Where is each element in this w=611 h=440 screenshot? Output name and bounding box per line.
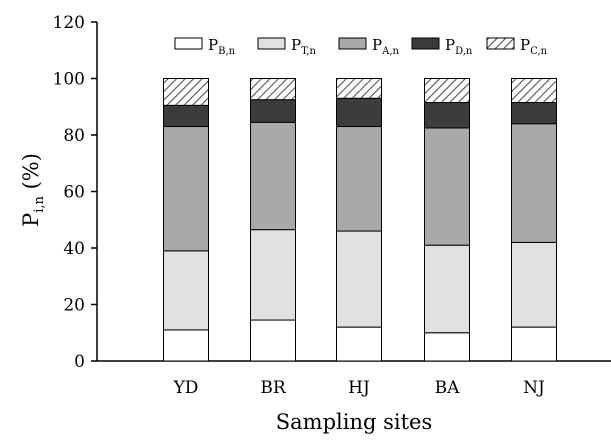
bar-segment: [424, 127, 470, 246]
bar-segment: [511, 241, 557, 328]
legend-swatch: [338, 37, 367, 50]
bar-segment: [424, 332, 470, 362]
bar-segment: [424, 78, 470, 104]
x-axis-label: Sampling sites: [276, 410, 432, 434]
legend-swatch: [411, 37, 440, 50]
legend-label: PT,n: [291, 36, 316, 57]
y-tick-label: 60: [63, 183, 85, 203]
bar-segment: [163, 250, 209, 331]
x-tick-label: HJ: [348, 378, 370, 398]
legend-swatch: [174, 37, 203, 50]
y-tick-label: 80: [63, 126, 85, 146]
bar-segment: [250, 99, 296, 123]
legend-label: PA,n: [372, 36, 399, 57]
axis-labels: Sampling sites Pi,n (%): [19, 153, 432, 434]
y-tick-label: 40: [63, 239, 85, 259]
y-tick-label: 100: [53, 70, 85, 90]
bar-segment: [163, 78, 209, 106]
y-axis-label: Pi,n (%): [19, 153, 47, 227]
bar-segment: [336, 97, 382, 128]
bar-segment: [511, 102, 557, 125]
bar-segment: [511, 326, 557, 362]
axes: 0 20 40 60 80 100 120 YD BR HJ BA NJ: [53, 13, 611, 398]
legend-swatch: [257, 37, 286, 50]
bar-segment: [336, 78, 382, 99]
legend: PB,n PT,n PA,n PD,n PC,n: [174, 36, 548, 57]
bar-segment: [163, 126, 209, 252]
bar-segment: [163, 329, 209, 362]
bar-segment: [336, 126, 382, 232]
x-tick-label: NJ: [523, 378, 545, 398]
bar-segment: [250, 78, 296, 101]
y-tick-label: 0: [74, 352, 85, 372]
bar-segment: [424, 102, 470, 129]
legend-swatch: [486, 37, 515, 50]
bar-segment: [250, 229, 296, 321]
bars: [163, 78, 557, 362]
bar-segment: [336, 326, 382, 362]
y-tick-label: 20: [63, 296, 85, 316]
legend-label: PD,n: [445, 36, 473, 57]
x-tick-label: YD: [173, 378, 199, 398]
legend-label: PB,n: [208, 36, 236, 57]
bar-segment: [250, 121, 296, 231]
bar-segment: [511, 123, 557, 243]
x-tick-label: BA: [435, 378, 460, 398]
bar-segment: [250, 319, 296, 362]
legend-label: PC,n: [520, 36, 548, 57]
bar-segment: [511, 78, 557, 104]
y-tick-label: 120: [53, 13, 85, 33]
bar-segment: [163, 104, 209, 128]
bar-segment: [336, 230, 382, 328]
bar-segment: [424, 244, 470, 334]
x-tick-label: BR: [260, 378, 286, 398]
